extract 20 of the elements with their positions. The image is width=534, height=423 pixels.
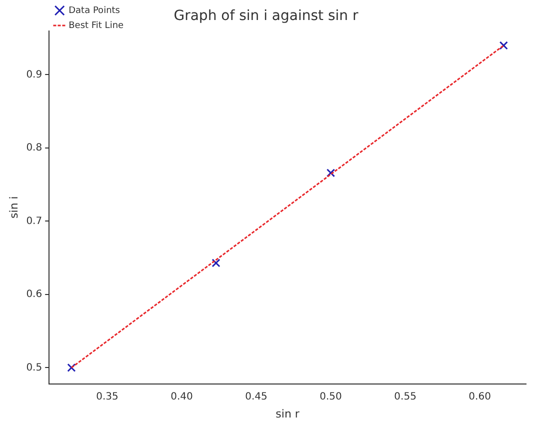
x-axis-title: sin r [276,407,300,420]
point [67,363,76,372]
x-tick-label: 0.60 [468,391,491,402]
point [326,168,336,178]
legend-label: Best Fit Line [68,20,124,31]
y-tick-label: 0.5 [26,362,42,374]
y-tick-label: 0.7 [26,216,42,227]
x-tick-label: 0.45 [245,391,268,402]
y-axis-title: sin i [7,196,20,218]
x-tick-label: 0.55 [394,391,416,402]
y-tick-label: 0.8 [26,142,42,154]
point [212,258,220,268]
point [499,41,508,50]
x-tick-label: 0.40 [170,391,193,402]
x-tick-label: 0.35 [96,391,118,402]
x-tick-label: 0.50 [320,391,342,402]
chart-title: Graph of sin i against sin r [174,8,358,24]
legend-label: Data Points [68,6,120,16]
y-tick-label: 0.6 [26,289,42,300]
y-tick-label: 0.9 [26,69,42,80]
